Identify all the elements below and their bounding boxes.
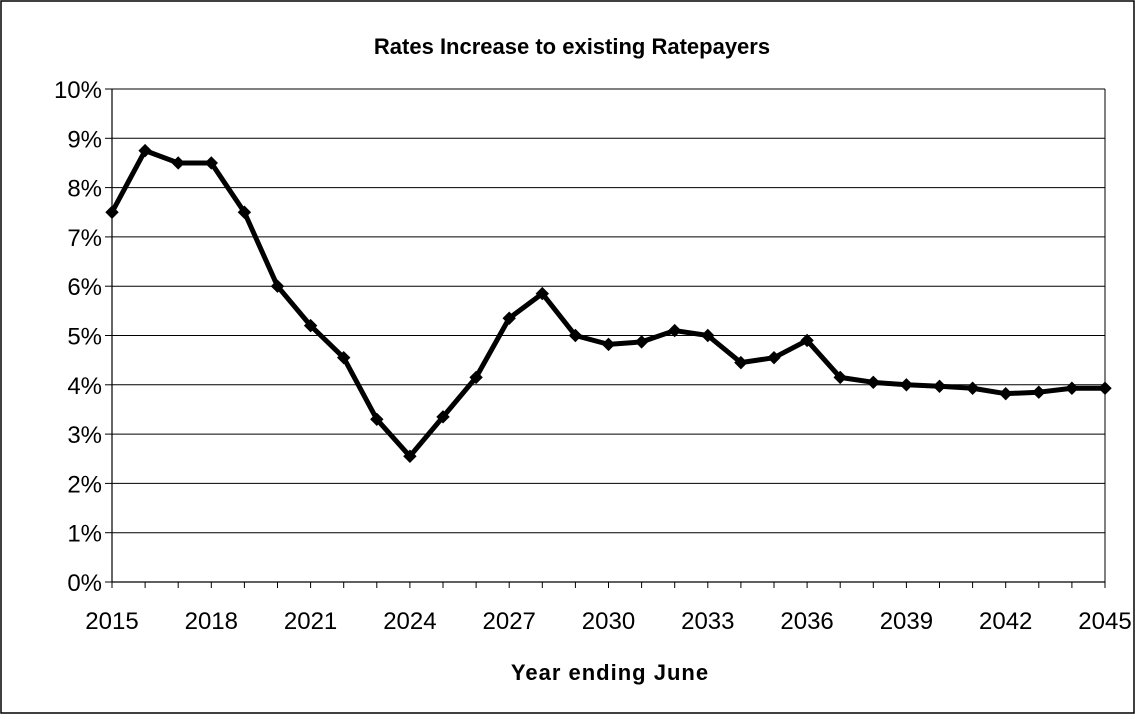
x-tick-label: 2042: [979, 608, 1032, 635]
x-tick-label: 2015: [85, 608, 138, 635]
data-point: [303, 318, 318, 333]
data-point: [899, 378, 914, 392]
x-tick-labels: 2015 2018 2021 2024 2027 2030 2033 2036 2039 2042…: [85, 608, 1131, 635]
data-point: [1065, 381, 1079, 395]
data-point: [370, 412, 384, 427]
x-tick-label: 2036: [780, 608, 833, 635]
y-tick-label: 1%: [67, 521, 102, 548]
y-tick-label: 0%: [67, 570, 102, 597]
data-point: [436, 410, 450, 424]
y-tick-label: 9%: [67, 126, 102, 153]
data-point: [469, 370, 483, 385]
x-tick-label: 2024: [383, 608, 436, 635]
data-point: [833, 370, 847, 385]
data-point: [1098, 381, 1112, 395]
data-point: [171, 156, 185, 170]
data-point: [998, 386, 1013, 401]
data-point: [105, 205, 119, 219]
chart-title: Rates Increase to existing Ratepayers: [374, 34, 770, 59]
y-tick-label: 6%: [67, 274, 102, 301]
data-point: [403, 449, 417, 463]
x-tick-label: 2018: [185, 608, 238, 635]
y-tick-label: 4%: [67, 373, 102, 400]
data-point: [237, 205, 252, 219]
y-tick-labels: 0% 1% 2% 3% 4% 5% 6% 7% 8% 9% 10%: [54, 77, 102, 597]
data-point: [601, 337, 616, 352]
data-point: [336, 350, 351, 365]
data-point: [767, 350, 781, 365]
x-tick-label: 2030: [582, 608, 635, 635]
y-tick-label: 8%: [67, 176, 102, 203]
data-point: [667, 323, 682, 338]
data-point: [866, 375, 881, 390]
data-point: [535, 286, 550, 301]
data-point: [138, 143, 152, 158]
series-group: [105, 143, 1112, 463]
y-tick-label: 7%: [67, 225, 102, 252]
x-axis-label: Year ending June: [511, 660, 709, 685]
data-point: [800, 333, 814, 348]
data-point: [932, 379, 947, 393]
data-point: [502, 311, 516, 325]
data-point: [568, 328, 583, 343]
y-tick-label: 2%: [67, 471, 102, 498]
data-point: [734, 355, 748, 370]
x-tick-label: 2027: [483, 608, 536, 635]
data-point: [701, 328, 715, 343]
y-tick-label: 5%: [67, 324, 102, 351]
x-tick-label: 2021: [284, 608, 337, 635]
axes: [111, 89, 1106, 588]
y-tick-label: 3%: [67, 422, 102, 449]
y-tick-label: 10%: [54, 77, 102, 104]
data-point: [204, 156, 219, 170]
x-tick-label: 2033: [681, 608, 734, 635]
data-point: [1032, 385, 1046, 399]
x-tick-label: 2045: [1078, 608, 1131, 635]
data-point: [270, 279, 285, 293]
data-point: [634, 335, 649, 349]
x-tick-label: 2039: [880, 608, 933, 635]
data-point: [965, 381, 980, 395]
